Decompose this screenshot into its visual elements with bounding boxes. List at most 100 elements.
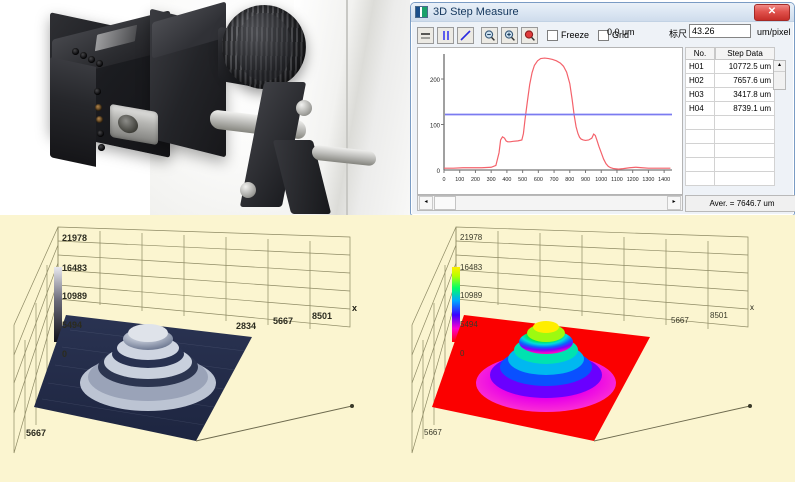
svg-text:1100: 1100	[611, 177, 623, 183]
z-tick-2: 10989	[62, 291, 88, 301]
table-row[interactable]: H02 7657.6 um	[685, 74, 775, 88]
cell-no	[685, 172, 715, 186]
device-photo	[0, 0, 410, 215]
svg-text:400: 400	[502, 177, 511, 183]
window-title: 3D Step Measure	[433, 6, 519, 18]
svg-text:200: 200	[471, 177, 480, 183]
cell-no: H03	[685, 88, 715, 102]
svg-text:500: 500	[518, 177, 527, 183]
close-icon[interactable]: ✕	[754, 3, 790, 21]
cell-step-data: 8739.1 um	[715, 102, 775, 116]
grayscale-3d-surface-plot[interactable]: 21978 16483 10989 5494 0 2834 5667 8501 …	[0, 215, 397, 482]
svg-text:1200: 1200	[627, 177, 639, 183]
grid-checkbox[interactable]: Grid	[598, 29, 630, 41]
cell-step-data: 10772.5 um	[715, 60, 775, 74]
table-row[interactable]	[685, 172, 775, 186]
profile-chart[interactable]: 0 100 200 0 100 200 300 400 500 600 700 800 900 1000 1…	[417, 47, 683, 195]
cell-no: H01	[685, 60, 715, 74]
vertical-line-tool-button[interactable]	[437, 26, 454, 44]
camera-front-face	[50, 57, 96, 167]
scroll-up-icon[interactable]: ▴	[774, 61, 785, 72]
freeze-label: Freeze	[561, 30, 590, 40]
surface-plot-panel: 21978 16483 10989 5494 0 2834 5667 8501 …	[0, 215, 795, 482]
cell-step-data	[715, 172, 775, 186]
z-tick-2: 10989	[460, 291, 483, 300]
table-body: H01 10772.5 um H02 7657.6 um H03 3417.8 um H04…	[685, 60, 775, 186]
screw-head	[240, 182, 256, 198]
z-tick-4: 0	[460, 349, 465, 358]
svg-text:1400: 1400	[658, 177, 670, 183]
svg-text:900: 900	[581, 177, 590, 183]
measure-readout: 0.0 um	[607, 27, 635, 37]
scrollbar-thumb[interactable]	[434, 196, 456, 210]
column-header-no: No.	[685, 47, 715, 60]
vent-hole	[88, 56, 95, 63]
table-row[interactable]: H04 8739.1 um	[685, 102, 775, 116]
x-tick-0: 2834	[236, 321, 257, 331]
x-tick-0: 5667	[671, 316, 689, 325]
vent-hole	[96, 60, 103, 67]
column-header-step-data: Step Data	[715, 47, 775, 60]
screw-head	[296, 100, 312, 116]
y-tick-0: 5667	[424, 428, 442, 437]
svg-text:100: 100	[430, 124, 441, 130]
cell-no	[685, 144, 715, 158]
scale-unit-label: um/pixel	[757, 27, 791, 37]
grid-checkbox-box[interactable]	[598, 29, 610, 41]
window-titlebar[interactable]: 3D Step Measure ✕	[411, 3, 794, 22]
x-axis-label: x	[750, 303, 754, 312]
focus-knob-face	[236, 13, 292, 81]
table-row[interactable]: H01 10772.5 um	[685, 60, 775, 74]
z-tick-0: 21978	[460, 233, 483, 242]
chart-horizontal-scrollbar[interactable]: ◂ ▸	[417, 195, 683, 211]
cell-step-data	[715, 144, 775, 158]
table-scrollbar[interactable]: ▴	[773, 60, 786, 90]
average-status: Aver. = 7646.7 um	[685, 195, 795, 212]
table-row[interactable]	[685, 116, 775, 130]
cell-no	[685, 130, 715, 144]
z-tick-3: 5494	[460, 320, 478, 329]
step-data-table: No. Step Data H01 10772.5 um H02 7657.6 um H…	[685, 47, 786, 193]
z-tick-3: 5494	[62, 320, 83, 330]
cell-step-data	[715, 130, 775, 144]
x-axis-label: x	[352, 303, 358, 313]
toolbar: Freeze Grid 0.0 um 标尺 43.26 um/pixel	[411, 22, 794, 46]
brass-screw-hole	[95, 104, 102, 111]
scale-label: 标尺	[669, 29, 688, 39]
diagonal-line-tool-button[interactable]	[457, 26, 474, 44]
cell-step-data: 3417.8 um	[715, 88, 775, 102]
svg-text:1300: 1300	[642, 177, 654, 183]
z-tick-4: 0	[62, 349, 68, 359]
scale-input[interactable]: 43.26	[689, 24, 751, 38]
table-row[interactable]: H03 3417.8 um	[685, 88, 775, 102]
z-tick-0: 21978	[62, 233, 88, 243]
zoom-reset-tool-button[interactable]	[521, 26, 538, 44]
svg-text:600: 600	[534, 177, 543, 183]
cell-no	[685, 116, 715, 130]
brass-screw-hole	[96, 116, 103, 123]
scroll-left-icon[interactable]: ◂	[419, 196, 433, 210]
cell-step-data: 7657.6 um	[715, 74, 775, 88]
table-row[interactable]	[685, 158, 775, 172]
scroll-right-icon[interactable]: ▸	[667, 196, 681, 210]
table-header-row: No. Step Data	[685, 47, 775, 60]
table-row[interactable]	[685, 130, 775, 144]
rainbow-3d-surface-plot[interactable]: 21978 16483 10989 5494 0 5667 8501 x 566…	[398, 215, 795, 482]
profile-chart-canvas: 0 100 200 0 100 200 300 400 500 600 700 800 900 1000 1…	[418, 48, 682, 194]
zoom-out-tool-button[interactable]	[481, 26, 498, 44]
zoom-in-tool-button[interactable]	[501, 26, 518, 44]
grid-label: Grid	[612, 30, 630, 40]
svg-text:0: 0	[437, 169, 441, 175]
cell-no	[685, 158, 715, 172]
x-tick-2: 8501	[312, 311, 333, 321]
table-row[interactable]	[685, 144, 775, 158]
screw-hole	[97, 130, 104, 137]
freeze-checkbox-box[interactable]	[547, 29, 558, 41]
horizontal-line-tool-button[interactable]	[417, 26, 434, 44]
svg-text:200: 200	[430, 78, 441, 84]
freeze-checkbox[interactable]: Freeze	[547, 29, 590, 41]
app-icon	[415, 6, 428, 18]
z-tick-1: 16483	[62, 263, 88, 273]
svg-text:1000: 1000	[595, 177, 607, 183]
svg-text:700: 700	[550, 177, 559, 183]
